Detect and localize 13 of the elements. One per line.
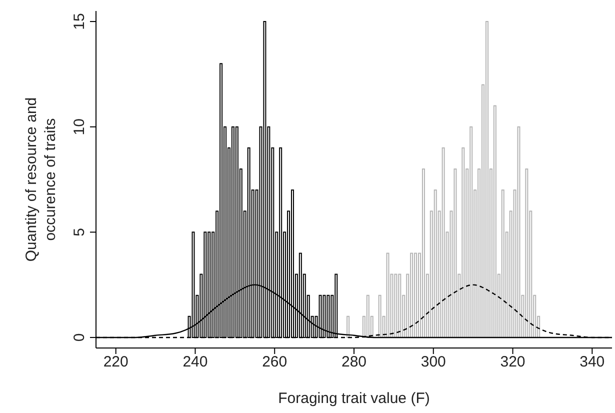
x-tick-label: 320	[500, 354, 526, 371]
y-tick-label: 15	[71, 13, 88, 30]
x-axis-title: Foraging trait value (F)	[278, 390, 430, 407]
y-tick-label: 5	[71, 228, 88, 236]
y-axis-title: Quantity of resource and occurence of traits	[23, 97, 59, 262]
x-tick-label: 220	[103, 354, 128, 371]
x-tick-label: 280	[341, 354, 367, 371]
x-tick-label: 340	[580, 354, 605, 371]
x-tick-label: 260	[262, 354, 288, 371]
y-tick-label: 0	[71, 333, 88, 342]
x-tick-label: 300	[420, 354, 446, 371]
y-tick-label: 10	[71, 118, 88, 136]
x-tick-label: 240	[182, 354, 208, 371]
